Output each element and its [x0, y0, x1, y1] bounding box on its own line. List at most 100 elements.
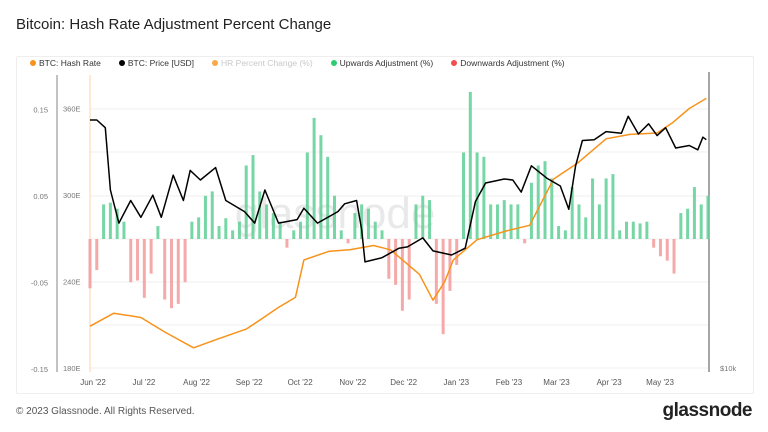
- upward-adjustment-bar: [108, 202, 112, 239]
- upward-adjustment-bar: [570, 187, 574, 239]
- upward-adjustment-bar: [231, 230, 235, 239]
- legend-dot-icon: [212, 60, 219, 66]
- upward-adjustment-bar: [550, 178, 554, 239]
- y-tick-hash-rate: 300E: [63, 191, 81, 200]
- upward-adjustment-bar: [190, 221, 194, 239]
- upward-adjustment-bar: [591, 178, 595, 239]
- downward-adjustment-bar: [672, 239, 676, 274]
- downward-adjustment-bar: [129, 239, 133, 283]
- x-tick: Jul '22: [132, 378, 155, 387]
- upward-adjustment-bar: [258, 191, 262, 239]
- x-tick: Jan '23: [444, 378, 470, 387]
- downward-adjustment-bar: [95, 239, 99, 271]
- upward-adjustment-bar: [115, 208, 119, 239]
- upward-adjustment-bar: [251, 155, 255, 239]
- legend-item-hr-percent-change[interactable]: HR Percent Change (%): [212, 58, 313, 68]
- upward-adjustment-bar: [224, 218, 228, 239]
- upward-adjustment-bar: [265, 204, 269, 239]
- upward-adjustment-bar: [428, 200, 432, 239]
- y-tick-adjustment: 0.05: [33, 192, 48, 201]
- copyright: © 2023 Glassnode. All Rights Reserved.: [16, 406, 195, 417]
- upward-adjustment-bar: [686, 208, 690, 239]
- x-tick: Dec '22: [390, 378, 417, 387]
- upward-adjustment-bar: [618, 230, 622, 239]
- downward-adjustment-bar: [523, 239, 527, 244]
- upward-adjustment-bar: [414, 204, 418, 239]
- chart-card: [16, 56, 754, 394]
- upward-adjustment-bar: [292, 230, 296, 239]
- upward-adjustment-bar: [475, 152, 479, 239]
- upward-adjustment-bar: [502, 200, 506, 239]
- upward-adjustment-bar: [509, 204, 513, 239]
- price-line: [90, 115, 707, 263]
- downward-adjustment-bar: [441, 239, 445, 335]
- downward-adjustment-bar: [285, 239, 289, 248]
- upward-adjustment-bar: [197, 217, 201, 239]
- upward-adjustment-bar: [495, 204, 499, 239]
- downward-adjustment-bar: [169, 239, 173, 309]
- legend-item-upwards-adjustment[interactable]: Upwards Adjustment (%): [330, 58, 433, 68]
- upward-adjustment-bar: [203, 195, 207, 239]
- upward-adjustment-bar: [563, 230, 567, 239]
- upward-adjustment-bar: [468, 91, 472, 239]
- upward-adjustment-bar: [421, 195, 425, 239]
- y-tick-adjustment: -0.15: [31, 365, 48, 374]
- downward-adjustment-bar: [183, 239, 187, 283]
- chart-title: Bitcoin: Hash Rate Adjustment Percent Ch…: [16, 16, 332, 33]
- downward-adjustment-bar: [665, 239, 669, 261]
- x-tick: Nov '22: [339, 378, 366, 387]
- y-tick-hash-rate: 360E: [63, 105, 81, 114]
- legend-dot-icon: [118, 60, 125, 66]
- y-tick-hash-rate: 180E: [63, 364, 81, 373]
- upward-adjustment-bar: [353, 213, 357, 239]
- downward-adjustment-bar: [88, 239, 92, 289]
- y-tick-hash-rate: 240E: [63, 278, 81, 287]
- legend-item-downwards-adjustment[interactable]: Downwards Adjustment (%): [451, 58, 565, 68]
- upward-adjustment-bar: [156, 226, 160, 239]
- x-tick: Mar '23: [543, 378, 570, 387]
- downward-adjustment-bar: [163, 239, 167, 300]
- upward-adjustment-bar: [319, 135, 323, 239]
- downward-adjustment-bar: [387, 239, 391, 279]
- x-tick: May '23: [646, 378, 674, 387]
- upward-adjustment-bar: [706, 195, 710, 239]
- upward-adjustment-bar: [122, 221, 126, 239]
- upward-adjustment-bar: [271, 213, 275, 239]
- upward-adjustment-bar: [217, 226, 221, 239]
- downward-adjustment-bar: [142, 239, 146, 298]
- upward-adjustment-bar: [699, 204, 703, 239]
- downward-adjustment-bar: [434, 239, 438, 304]
- legend-dot-icon: [30, 60, 36, 66]
- upward-adjustment-bar: [312, 117, 316, 239]
- upward-adjustment-bar: [462, 152, 466, 239]
- upward-adjustment-bar: [278, 221, 282, 239]
- upward-adjustment-bar: [339, 230, 343, 239]
- downward-adjustment-bar: [136, 239, 140, 281]
- downward-adjustment-bar: [652, 239, 656, 248]
- downward-adjustment-bar: [394, 239, 398, 285]
- upward-adjustment-bar: [645, 221, 649, 239]
- upward-adjustment-bar: [366, 208, 370, 239]
- upward-adjustment-bar: [557, 226, 561, 239]
- upward-adjustment-bar: [360, 204, 364, 239]
- upward-adjustment-bar: [380, 230, 384, 239]
- downward-adjustment-bar: [407, 239, 411, 300]
- upward-adjustment-bar: [299, 221, 303, 239]
- legend-item-hash-rate[interactable]: BTC: Hash Rate: [30, 58, 101, 68]
- upward-adjustment-bar: [625, 221, 629, 239]
- upward-adjustment-bar: [305, 152, 309, 239]
- upward-adjustment-bar: [210, 191, 214, 239]
- upward-adjustment-bar: [631, 221, 635, 239]
- upward-adjustment-bar: [332, 195, 336, 239]
- y-tick-adjustment: 0.15: [33, 105, 48, 114]
- glassnode-logo: glassnode: [662, 400, 753, 421]
- x-tick: Apr '23: [597, 378, 623, 387]
- upward-adjustment-bar: [604, 178, 608, 239]
- legend-item-price[interactable]: BTC: Price [USD]: [118, 58, 194, 68]
- x-tick: Feb '23: [496, 378, 523, 387]
- upward-adjustment-bar: [584, 217, 588, 239]
- upward-adjustment-bar: [516, 204, 520, 239]
- y-tick-price: $10k: [720, 364, 737, 373]
- downward-adjustment-bar: [658, 239, 662, 257]
